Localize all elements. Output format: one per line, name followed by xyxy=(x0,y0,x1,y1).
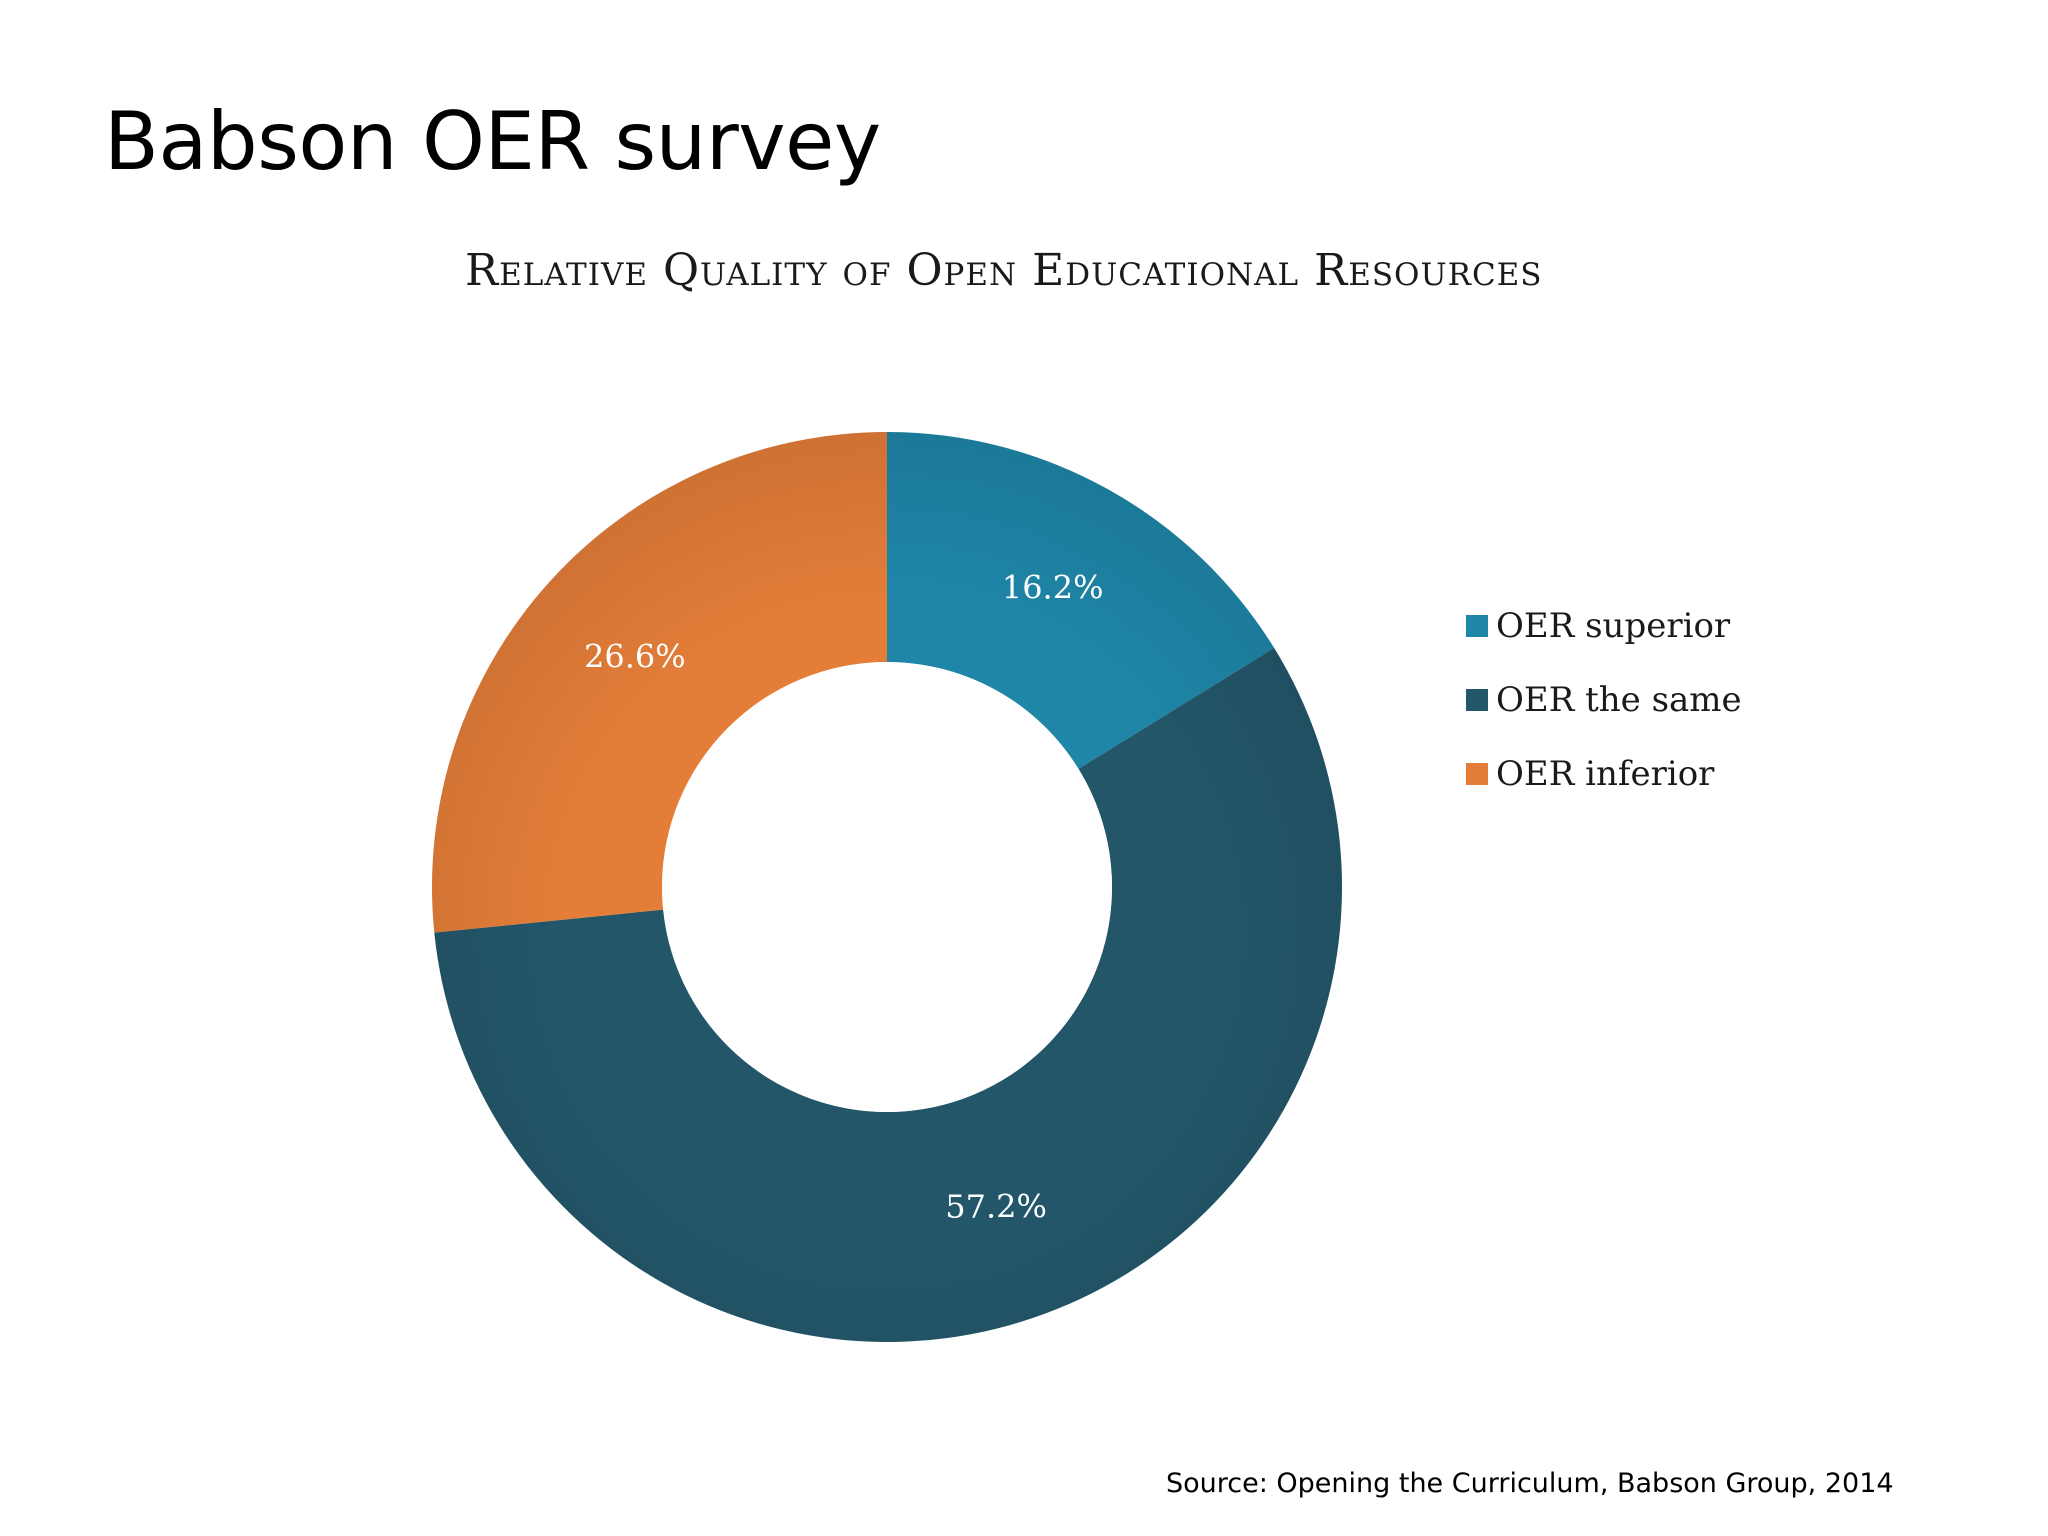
slice-label-oer-the-same: 57.2% xyxy=(945,1188,1047,1226)
slice-label-oer-superior: 16.2% xyxy=(1002,569,1104,607)
slice-labels: 16.2% 57.2% 26.6% xyxy=(584,569,1104,1226)
legend-label-oer-the-same: OER the same xyxy=(1496,680,1742,720)
source-citation: Source: Opening the Curriculum, Babson G… xyxy=(1166,1468,1894,1499)
legend-label-oer-inferior: OER inferior xyxy=(1496,754,1715,794)
chart-title: Relative Quality of Open Educational Res… xyxy=(465,245,1543,296)
donut-hole xyxy=(662,662,1112,1112)
slide-title: Babson OER survey xyxy=(104,95,881,188)
legend-swatch-oer-inferior xyxy=(1466,763,1488,785)
legend-label-oer-superior: OER superior xyxy=(1496,606,1731,646)
chart-legend: OER superior OER the same OER inferior xyxy=(1466,606,1742,828)
legend-item-oer-inferior: OER inferior xyxy=(1466,754,1742,794)
legend-swatch-oer-the-same xyxy=(1466,689,1488,711)
slice-label-oer-inferior: 26.6% xyxy=(584,637,686,675)
legend-item-oer-superior: OER superior xyxy=(1466,606,1742,646)
legend-item-oer-the-same: OER the same xyxy=(1466,680,1742,720)
legend-swatch-oer-superior xyxy=(1466,615,1488,637)
slices-group xyxy=(432,432,1342,1342)
